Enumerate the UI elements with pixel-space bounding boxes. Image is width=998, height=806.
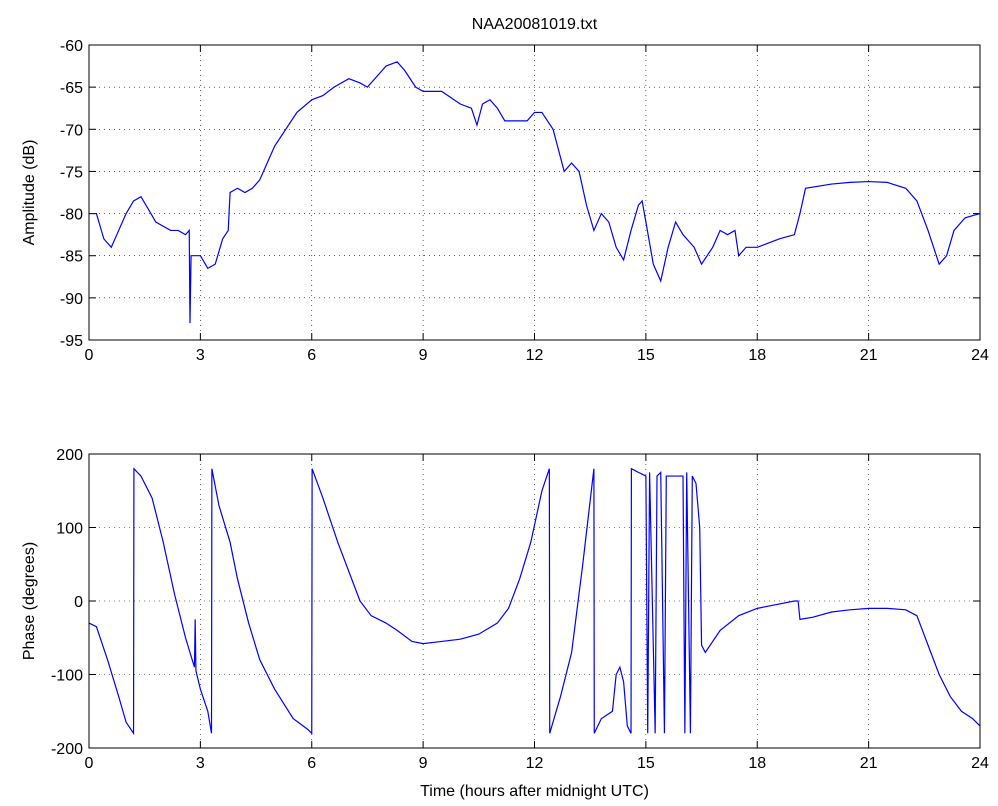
x-tick-label: 3 <box>196 347 205 364</box>
x-tick-label: 15 <box>637 755 655 772</box>
y-tick-label: -100 <box>51 668 83 685</box>
axes-frame <box>88 453 981 749</box>
x-tick-label: 0 <box>85 755 94 772</box>
x-tick-label: 3 <box>196 755 205 772</box>
y-axis-label: Amplitude (dB) <box>21 140 38 246</box>
y-axis-label: Phase (degrees) <box>21 542 38 660</box>
x-tick-label: 24 <box>971 347 989 364</box>
x-tick-label: 12 <box>526 347 544 364</box>
data-line <box>88 467 981 736</box>
y-tick-label: -90 <box>60 291 83 308</box>
y-tick-label: -70 <box>60 122 83 139</box>
y-tick-label: 100 <box>56 521 83 538</box>
x-tick-label: 6 <box>307 347 316 364</box>
y-tick-label: -85 <box>60 249 83 266</box>
y-tick-label: -65 <box>60 80 83 97</box>
y-tick-label: -80 <box>60 207 83 224</box>
axes-frame <box>88 44 981 341</box>
x-tick-label: 15 <box>637 347 655 364</box>
x-axis-label: Time (hours after midnight UTC) <box>420 783 649 800</box>
x-tick-label: 18 <box>748 347 766 364</box>
x-tick-label: 9 <box>419 755 428 772</box>
y-tick-label: 0 <box>74 594 83 611</box>
y-tick-label: -200 <box>51 741 83 758</box>
x-tick-label: 21 <box>860 347 878 364</box>
x-tick-label: 21 <box>860 755 878 772</box>
x-tick-label: 12 <box>526 755 544 772</box>
y-tick-label: 200 <box>56 447 83 464</box>
x-tick-label: 0 <box>85 347 94 364</box>
x-tick-label: 24 <box>971 755 989 772</box>
y-tick-label: -95 <box>60 333 83 350</box>
x-tick-label: 9 <box>419 347 428 364</box>
x-tick-label: 18 <box>748 755 766 772</box>
data-line <box>89 61 981 324</box>
chart-title: NAA20081019.txt <box>472 16 598 33</box>
y-tick-label: -75 <box>60 164 83 181</box>
x-tick-label: 6 <box>307 755 316 772</box>
y-tick-label: -60 <box>60 38 83 55</box>
